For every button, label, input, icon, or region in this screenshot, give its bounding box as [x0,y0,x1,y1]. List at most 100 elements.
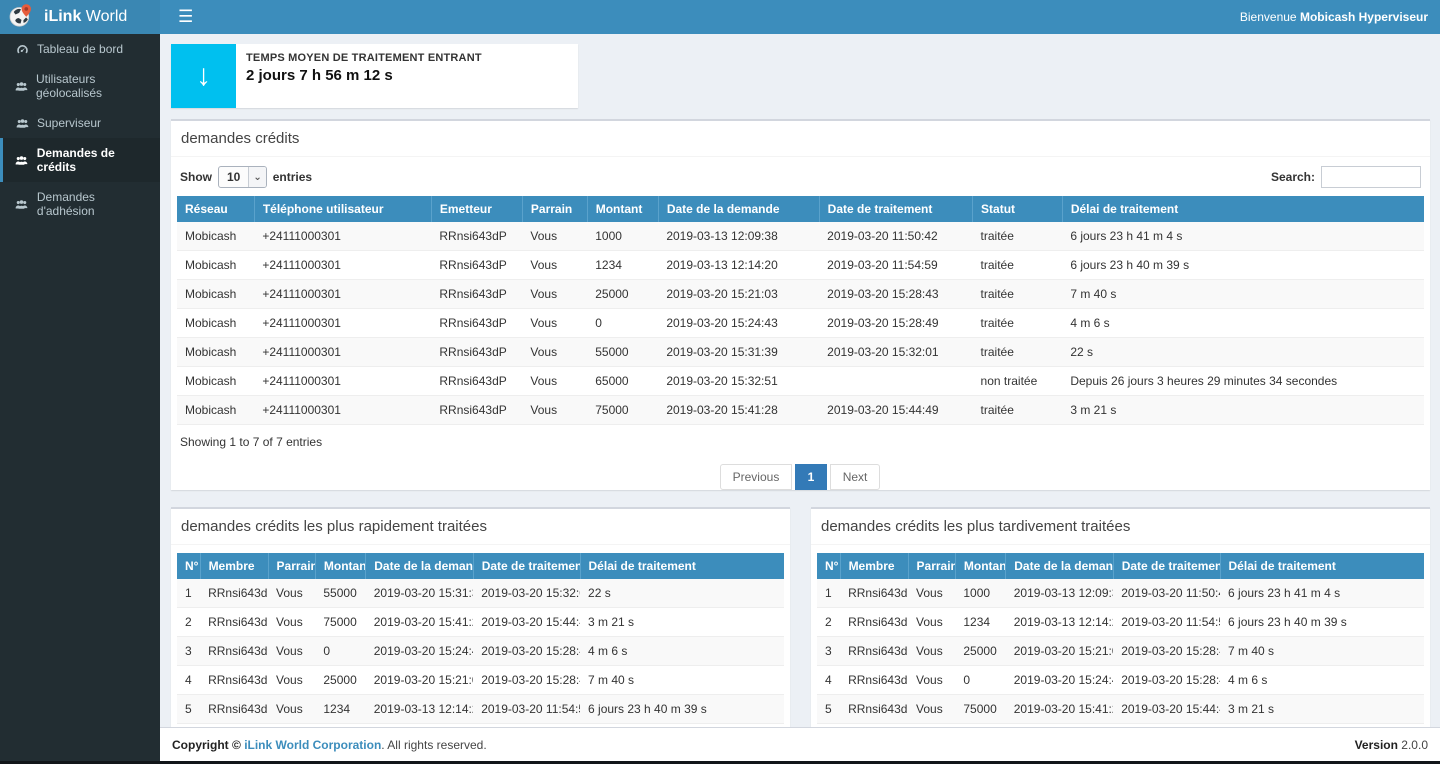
table-cell: RRnsi643dP [431,396,522,425]
table-row: 5RRnsi643dPVous12342019-03-13 12:14:2020… [177,695,784,724]
column-header[interactable]: Date de la demande [658,196,819,222]
column-header[interactable]: Membre [200,553,268,579]
pagination: Previous 1 Next [171,464,1430,490]
table-cell: 2019-03-20 15:31:39 [658,338,819,367]
table-cell: RRnsi643dP [200,695,268,724]
table-cell: 2019-03-20 15:28:43 [473,666,580,695]
column-header[interactable]: N° [817,553,840,579]
table-cell: RRnsi643dP [840,608,908,637]
pagination-next-button[interactable]: Next [830,464,881,490]
table-cell: 1234 [315,695,365,724]
column-header[interactable]: Emetteur [431,196,522,222]
table-cell: 1234 [587,251,658,280]
column-header[interactable]: N° [177,553,200,579]
table-cell: +24111000301 [254,396,431,425]
column-header[interactable]: Délai de traitement [580,553,784,579]
table-cell: RRnsi643dP [200,666,268,695]
sidebar-item-utilisateurs-geolocalises[interactable]: Utilisateurs géolocalisés [0,64,160,108]
stat-card-label: TEMPS MOYEN DE TRAITEMENT ENTRANT [246,52,482,64]
table-cell: 3 m 21 s [1220,695,1424,724]
table-cell: Vous [522,251,587,280]
brand-logo[interactable]: iLink World [0,0,160,34]
column-header[interactable]: Montant [587,196,658,222]
column-header[interactable]: Téléphone utilisateur [254,196,431,222]
table-row: Mobicash+24111000301RRnsi643dPVous750002… [177,396,1424,425]
table-cell: 2019-03-20 15:28:49 [819,309,972,338]
table-cell: Mobicash [177,396,254,425]
table-cell: 2019-03-20 15:31:39 [366,579,473,608]
column-header[interactable]: Parrain [268,553,315,579]
table-cell: 6 jours 23 h 40 m 39 s [1220,608,1424,637]
fastest-panel-title: demandes crédits les plus rapidement tra… [171,509,790,545]
table-cell: 22 s [1062,338,1424,367]
fastest-table: N°MembreParrainMontantDate de la demande… [177,553,784,724]
column-header[interactable]: Date de la demande [366,553,473,579]
version-text: Version 2.0.0 [1355,738,1428,752]
sidebar-item-superviseur[interactable]: Superviseur [0,108,160,138]
sidebar-item-demandes-adhesion[interactable]: Demandes d'adhésion [0,182,160,226]
table-cell: traitée [973,222,1063,251]
column-header[interactable]: Délai de traitement [1062,196,1424,222]
table-cell: 2019-03-13 12:09:38 [658,222,819,251]
table-cell: traitée [973,396,1063,425]
column-header[interactable]: Date de traitement [1113,553,1220,579]
table-cell: Vous [522,338,587,367]
table-cell: 55000 [315,579,365,608]
table-cell: 2019-03-20 11:54:59 [473,695,580,724]
stat-card-temps-moyen: ↓ TEMPS MOYEN DE TRAITEMENT ENTRANT 2 jo… [171,44,578,108]
table-row: 3RRnsi643dPVous250002019-03-20 15:21:032… [817,637,1424,666]
table-row: Mobicash+24111000301RRnsi643dPVous123420… [177,251,1424,280]
column-header[interactable]: Date de traitement [819,196,972,222]
search-input[interactable] [1321,166,1421,188]
table-cell: 3 m 21 s [580,608,784,637]
page-size-select[interactable]: 10 ⌄ [218,166,267,188]
column-header[interactable]: Date de traitement [473,553,580,579]
table-cell: Vous [908,579,955,608]
table-cell: 55000 [587,338,658,367]
table-cell: +24111000301 [254,251,431,280]
table-cell: 6 jours 23 h 41 m 4 s [1220,579,1424,608]
company-link[interactable]: iLink World Corporation [244,738,381,752]
table-cell: RRnsi643dP [431,367,522,396]
column-header[interactable]: Réseau [177,196,254,222]
sidebar-item-tableau-de-bord[interactable]: Tableau de bord [0,34,160,64]
table-cell: 5 [177,695,200,724]
table-cell: 6 jours 23 h 40 m 39 s [580,695,784,724]
table-cell: 22 s [580,579,784,608]
column-header[interactable]: Montant [955,553,1005,579]
sidebar-toggle-hamburger-icon[interactable]: ☰ [172,0,199,34]
table-row: 4RRnsi643dPVous02019-03-20 15:24:432019-… [817,666,1424,695]
table-cell: 2019-03-20 11:50:42 [819,222,972,251]
table-cell: 2019-03-20 15:44:49 [1113,695,1220,724]
stat-card-value: 2 jours 7 h 56 m 12 s [246,67,482,84]
table-cell: Vous [268,637,315,666]
sidebar-item-demandes-de-credits[interactable]: Demandes de crédits [0,138,160,182]
table-cell: RRnsi643dP [431,309,522,338]
table-cell: 4 [817,666,840,695]
column-header[interactable]: Délai de traitement [1220,553,1424,579]
table-cell: Vous [522,309,587,338]
table-cell: Vous [522,280,587,309]
copyright-text: Copyright © iLink World Corporation. All… [172,738,487,752]
table-cell: 1 [177,579,200,608]
column-header[interactable]: Parrain [908,553,955,579]
table-cell: Mobicash [177,280,254,309]
pagination-page-1-button[interactable]: 1 [795,464,828,490]
column-header[interactable]: Parrain [522,196,587,222]
table-cell: non traitée [973,367,1063,396]
column-header[interactable]: Montant [315,553,365,579]
table-cell: 6 jours 23 h 41 m 4 s [1062,222,1424,251]
table-cell: Vous [522,396,587,425]
pagination-previous-button[interactable]: Previous [720,464,793,490]
arrow-down-icon: ↓ [171,44,236,108]
table-cell: 3 [817,637,840,666]
table-cell: RRnsi643dP [840,695,908,724]
column-header[interactable]: Date de la demande [1006,553,1113,579]
column-header[interactable]: Membre [840,553,908,579]
table-cell: Vous [908,695,955,724]
table-cell: Vous [268,666,315,695]
table-cell: Vous [908,637,955,666]
table-cell: Mobicash [177,338,254,367]
chevron-down-icon: ⌄ [248,167,265,187]
column-header[interactable]: Statut [973,196,1063,222]
